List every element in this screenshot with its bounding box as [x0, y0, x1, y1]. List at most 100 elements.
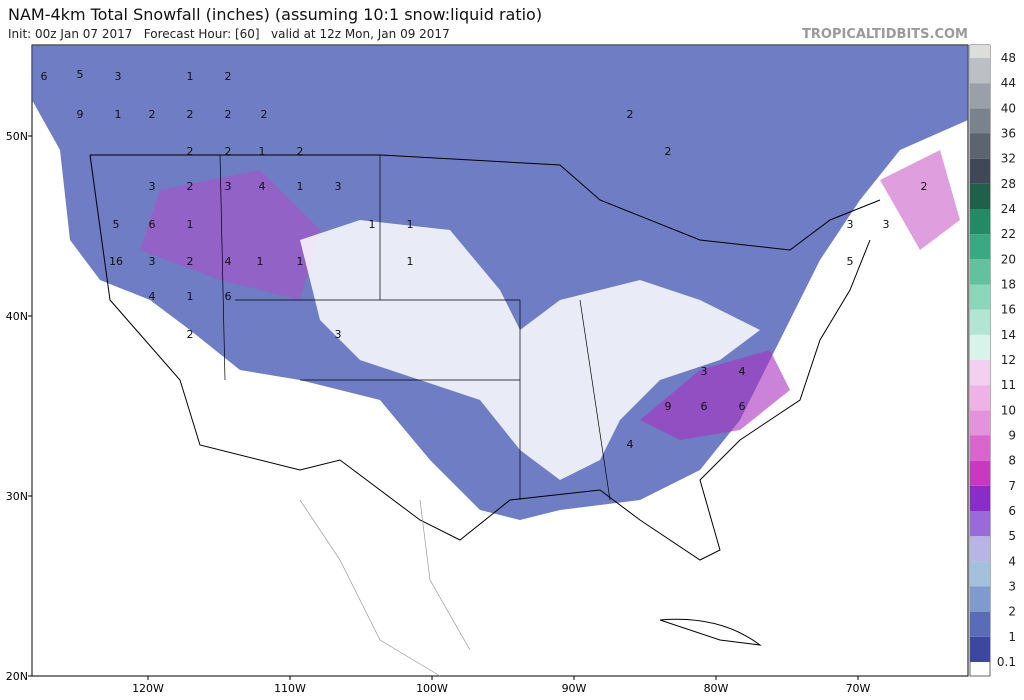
map-label: 16	[109, 255, 123, 268]
colorbar: 0.11234567891011121416182022242832364044…	[969, 44, 1016, 677]
snow-heavy	[880, 150, 960, 250]
colorbar-label: 2	[1008, 605, 1016, 619]
boundaries	[89, 154, 881, 561]
colorbar-label: 8	[1008, 454, 1016, 468]
colorbar-swatch	[970, 108, 990, 134]
map-label: 2	[627, 108, 634, 121]
colorbar-label: 1	[1008, 630, 1016, 644]
map-label: 4	[627, 438, 634, 451]
colorbar-label: 9	[1008, 429, 1016, 443]
map-label: 4	[739, 365, 746, 378]
map-label: 4	[259, 180, 266, 193]
map-label: 1	[369, 218, 376, 231]
map-label: 2	[225, 70, 232, 83]
lon-label: 80W	[704, 682, 729, 695]
lat-label: 30N	[6, 490, 28, 503]
map-label: 3	[701, 365, 708, 378]
colorbar-label: 3	[1008, 580, 1016, 594]
colorbar-label: 12	[1001, 353, 1016, 367]
colorbar-label: 4	[1008, 554, 1016, 568]
map-label: 2	[297, 145, 304, 158]
title: NAM-4km Total Snowfall (inches) (assumin…	[8, 5, 542, 24]
map-label: 2	[225, 108, 232, 121]
colorbar-swatch	[970, 511, 990, 537]
map-label: 3	[883, 218, 890, 231]
colorbar-label: 0.1	[997, 655, 1016, 669]
colorbar-swatch	[970, 485, 990, 511]
colorbar-swatch	[970, 209, 990, 235]
map-label: 2	[149, 108, 156, 121]
colorbar-swatch	[970, 284, 990, 310]
map-label: 9	[77, 108, 84, 121]
colorbar-label: 28	[1001, 177, 1016, 191]
no-snow	[300, 220, 760, 480]
colorbar-swatch	[970, 636, 990, 662]
map-label: 3	[149, 255, 156, 268]
map	[31, 44, 969, 677]
map-label: 1	[407, 218, 414, 231]
colorbar-swatch	[970, 158, 990, 184]
snow-heavy	[140, 170, 320, 300]
map-label: 6	[739, 400, 746, 413]
subtitle: Init: 00z Jan 07 2017 Forecast Hour: [60…	[8, 27, 450, 41]
colorbar-label: 32	[1001, 152, 1016, 166]
map-label: 1	[407, 255, 414, 268]
colorbar-label: 10	[1001, 403, 1016, 417]
colorbar-swatch	[970, 410, 990, 436]
colorbar-label: 11	[1001, 378, 1016, 392]
colorbar-swatch	[970, 133, 990, 159]
snow-heavy	[640, 350, 790, 440]
colorbar-swatch	[970, 561, 990, 587]
colorbar-label: 18	[1001, 278, 1016, 292]
map-label: 1	[115, 108, 122, 121]
colorbar-swatch	[970, 435, 990, 461]
lat-label: 50N	[6, 130, 28, 143]
colorbar-label: 44	[1001, 76, 1016, 90]
colorbar-label: 40	[1001, 101, 1016, 115]
map-label: 2	[225, 145, 232, 158]
colorbar-label: 48	[1001, 51, 1016, 65]
map-label: 2	[187, 145, 194, 158]
colorbar-label: 36	[1001, 127, 1016, 141]
lon-label: 120W	[132, 682, 164, 695]
map-label: 9	[665, 400, 672, 413]
colorbar-swatch	[970, 309, 990, 335]
colorbar-swatch	[970, 83, 990, 109]
map-label: 5	[77, 68, 84, 81]
colorbar-label: 16	[1001, 303, 1016, 317]
colorbar-swatch	[970, 45, 990, 58]
map-label: 1	[259, 145, 266, 158]
colorbar-swatch	[970, 259, 990, 285]
map-label: 2	[261, 108, 268, 121]
colorbar-swatch	[970, 611, 990, 637]
mexico-lines	[299, 499, 471, 677]
map-label: 4	[225, 255, 232, 268]
map-label: 3	[335, 328, 342, 341]
map-label: 6	[701, 400, 708, 413]
lon-label: 90W	[562, 682, 587, 695]
map-label: 2	[187, 108, 194, 121]
colorbar-swatch	[970, 536, 990, 562]
colorbar-swatch	[970, 460, 990, 486]
map-label: 3	[335, 180, 342, 193]
colorbar-label: 22	[1001, 227, 1016, 241]
cuba	[659, 618, 762, 646]
watermark: TROPICALTIDBITS.COM	[802, 27, 968, 42]
map-label: 2	[187, 180, 194, 193]
colorbar-label: 24	[1001, 202, 1016, 216]
lat-label: 40N	[6, 310, 28, 323]
colorbar-swatch	[970, 183, 990, 209]
map-label: 6	[41, 70, 48, 83]
colorbar-swatch	[970, 234, 990, 260]
map-label: 2	[187, 328, 194, 341]
map-label: 5	[113, 218, 120, 231]
colorbar-swatch	[970, 586, 990, 612]
map-label: 1	[187, 70, 194, 83]
state-lines	[219, 154, 611, 501]
map-label: 5	[847, 255, 854, 268]
colorbar-label: 5	[1008, 529, 1016, 543]
map-label: 2	[921, 180, 928, 193]
lon-label: 100W	[416, 682, 448, 695]
map-label: 3	[225, 180, 232, 193]
